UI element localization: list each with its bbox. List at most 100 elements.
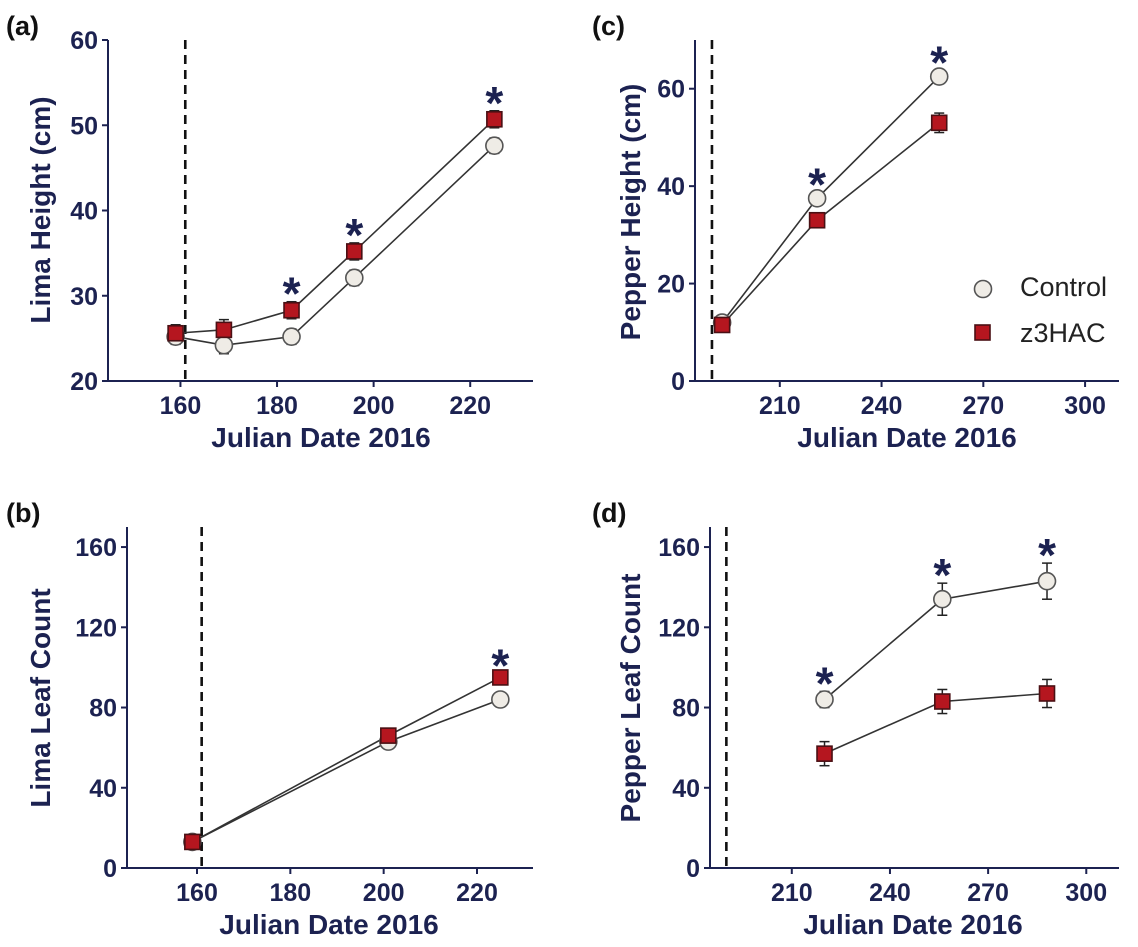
y-tick-label: 120 — [75, 614, 117, 642]
significance-star: * — [933, 549, 951, 601]
significance-star: * — [1038, 529, 1056, 581]
y-tick-label: 0 — [103, 855, 117, 883]
panel-d: (d) Julian Date 2016 Pepper Leaf Count 0… — [592, 498, 1119, 940]
plot-area-c: 0 20 40 60 210 240 270 300 * * — [657, 37, 1119, 420]
data-point-control — [815, 690, 834, 709]
x-tick-label: 240 — [861, 392, 903, 420]
x-tick-label: 300 — [1065, 879, 1107, 907]
significance-star: * — [816, 657, 834, 709]
x-axis-title-d: Julian Date 2016 — [803, 909, 1022, 940]
series-line-z3hac — [721, 122, 940, 326]
data-point-z3hac — [492, 669, 509, 686]
y-tick-label: 40 — [89, 775, 117, 803]
y-tick-label: 120 — [658, 614, 700, 642]
x-tick-label: 210 — [771, 879, 813, 907]
data-point-control — [929, 67, 949, 86]
legend: Control z3HAC — [973, 272, 1107, 348]
y-tick-label: 50 — [70, 112, 98, 140]
data-point-control — [1037, 571, 1057, 591]
y-tick-label: 20 — [657, 271, 685, 299]
y-tick-label: 40 — [70, 198, 98, 226]
y-axis-title-b: Lima Leaf Count — [25, 588, 56, 807]
panel-b: (b) Julian Date 2016 Lima Leaf Count 0 40… — [6, 498, 533, 940]
y-tick-label: 80 — [89, 695, 117, 723]
series-line-z3hac — [191, 676, 501, 843]
x-axis-title-a: Julian Date 2016 — [211, 422, 430, 453]
plot-area-b: 0 40 80 120 160 160 180 200 220 * — [75, 527, 533, 907]
significance-star: * — [808, 158, 826, 210]
data-point-z3hac — [283, 301, 300, 319]
series-line-control — [175, 145, 495, 347]
x-tick-label: 220 — [456, 879, 498, 907]
y-tick-label: 160 — [75, 534, 117, 562]
data-point-control — [214, 335, 234, 355]
significance-star: * — [491, 639, 509, 691]
x-axis-title-b: Julian Date 2016 — [219, 909, 438, 940]
x-tick-label: 180 — [269, 879, 311, 907]
plot-area-d: 0 40 80 120 160 210 240 270 300 * * * — [658, 527, 1119, 907]
series-line-z3hac — [175, 118, 495, 335]
y-tick-label: 0 — [671, 368, 685, 396]
x-axis-title-c: Julian Date 2016 — [797, 422, 1016, 453]
legend-control-marker — [973, 279, 993, 299]
data-point-z3hac — [184, 833, 201, 851]
series-line-control — [191, 698, 501, 843]
y-tick-label: 0 — [686, 855, 700, 883]
y-axis-title-d: Pepper Leaf Count — [615, 574, 646, 823]
plot-area-a: 20 30 40 50 60 160 180 200 220 * * * — [70, 27, 533, 420]
data-point-control — [282, 327, 301, 346]
panel-label-a: (a) — [6, 11, 39, 41]
y-tick-label: 20 — [70, 368, 98, 396]
data-point-control — [807, 189, 827, 208]
data-point-z3hac — [380, 727, 397, 744]
x-tick-label: 180 — [256, 392, 298, 420]
y-tick-label: 60 — [657, 76, 685, 104]
legend-treatment-marker — [974, 324, 991, 341]
significance-star: * — [283, 268, 301, 320]
y-tick-label: 40 — [657, 173, 685, 201]
x-tick-label: 240 — [869, 879, 911, 907]
data-point-z3hac — [346, 243, 363, 260]
significance-star: * — [930, 37, 948, 89]
panel-label-c: (c) — [592, 11, 625, 41]
series-line-control — [721, 75, 940, 324]
y-axis-title-c: Pepper Height (cm) — [615, 84, 646, 341]
legend-treatment-label: z3HAC — [1020, 318, 1106, 348]
data-point-z3hac — [713, 316, 731, 334]
data-point-z3hac — [486, 110, 503, 128]
data-point-z3hac — [1038, 685, 1056, 702]
y-tick-label: 160 — [658, 534, 700, 562]
data-point-z3hac — [934, 693, 951, 710]
y-tick-label: 60 — [70, 27, 98, 55]
y-tick-label: 80 — [672, 695, 700, 723]
data-point-control — [491, 690, 510, 709]
panel-c: (c) Julian Date 2016 Pepper Height (cm) … — [592, 11, 1119, 453]
y-axis-title-a: Lima Height (cm) — [25, 96, 56, 323]
y-tick-label: 30 — [70, 283, 98, 311]
panel-a: (a) Julian Date 2016 Lima Height (cm) 20… — [6, 11, 533, 453]
x-tick-label: 300 — [1064, 392, 1106, 420]
data-point-z3hac — [808, 211, 826, 229]
significance-star: * — [485, 77, 503, 129]
data-point-control — [345, 268, 364, 288]
significance-star: * — [345, 209, 363, 261]
x-tick-label: 200 — [353, 392, 395, 420]
x-tick-label: 160 — [176, 879, 218, 907]
data-point-z3hac — [930, 114, 948, 132]
panel-label-b: (b) — [6, 498, 40, 528]
x-tick-label: 270 — [967, 879, 1009, 907]
x-tick-label: 160 — [160, 392, 202, 420]
data-point-control — [485, 136, 504, 156]
x-tick-label: 200 — [363, 879, 405, 907]
x-tick-label: 270 — [962, 392, 1004, 420]
data-point-z3hac — [816, 745, 833, 762]
x-tick-label: 220 — [449, 392, 491, 420]
legend-control-label: Control — [1020, 272, 1107, 302]
data-point-z3hac — [167, 324, 184, 342]
data-point-control — [933, 589, 952, 609]
x-tick-label: 210 — [759, 392, 801, 420]
data-point-z3hac — [215, 321, 233, 339]
panel-label-d: (d) — [592, 498, 626, 528]
y-tick-label: 40 — [672, 775, 700, 803]
